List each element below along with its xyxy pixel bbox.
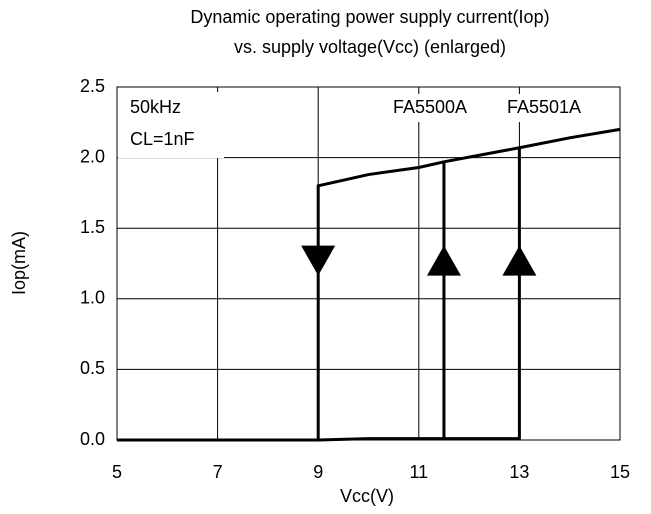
y-tick-label: 2.0: [80, 146, 105, 166]
annotation: 50kHz: [130, 97, 181, 117]
line-series: [443, 147, 521, 441]
x-tick-label: 5: [112, 462, 122, 482]
annotation-box: [362, 94, 592, 122]
y-axis-label: Iop(mA): [9, 231, 29, 295]
arrow-marker: [426, 245, 461, 276]
x-tick-label: 11: [409, 462, 428, 482]
y-tick-label: 2.5: [80, 76, 105, 96]
y-tick-label: 0.0: [80, 429, 105, 449]
annotation: FA5501A: [507, 97, 581, 117]
line-series: [117, 127, 621, 442]
arrow-marker: [502, 245, 537, 276]
annotation-box: [118, 92, 224, 158]
x-tick-label: 13: [509, 462, 529, 482]
annotation: CL=1nF: [130, 129, 195, 149]
line-series: [318, 161, 446, 442]
x-tick-label: 9: [313, 462, 323, 482]
chart-title: Dynamic operating power supply current(I…: [190, 7, 549, 27]
x-tick-label: 15: [610, 462, 630, 482]
chart-title: vs. supply voltage(Vcc) (enlarged): [234, 37, 506, 57]
x-axis-label: Vcc(V): [340, 486, 394, 506]
y-tick-label: 0.5: [80, 358, 105, 378]
annotation: FA5500A: [393, 97, 467, 117]
arrow-marker: [301, 245, 336, 276]
y-tick-label: 1.5: [80, 217, 105, 237]
x-tick-label: 7: [213, 462, 223, 482]
y-tick-label: 1.0: [80, 288, 105, 308]
